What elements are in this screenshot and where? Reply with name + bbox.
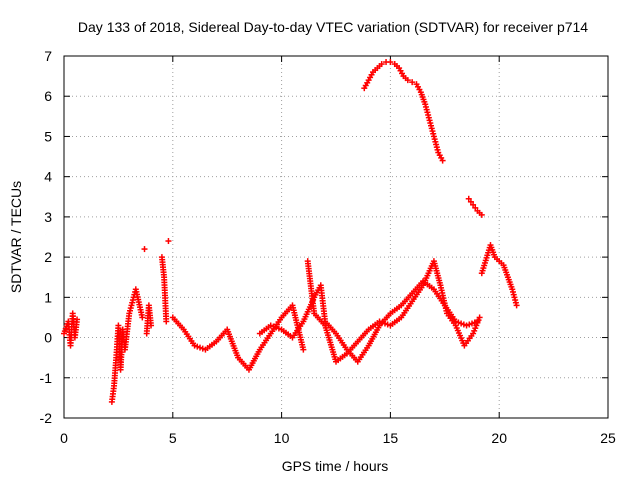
data-point [476, 314, 483, 321]
data-point [165, 238, 172, 245]
data-point [74, 316, 81, 323]
y-tick-label: 3 [44, 209, 52, 225]
data-point [439, 157, 446, 164]
data-point [300, 346, 307, 353]
y-tick-label: 6 [44, 88, 52, 104]
grid [64, 56, 608, 418]
data-point [474, 318, 481, 325]
x-tick-label: 10 [274, 430, 290, 446]
data-point [404, 77, 411, 84]
data-point [478, 211, 485, 218]
y-tick-label: 2 [44, 249, 52, 265]
y-tick-label: 5 [44, 128, 52, 144]
x-tick-label: 5 [169, 430, 177, 446]
y-tick-label: -2 [40, 410, 53, 426]
plot-frame [63, 55, 609, 419]
data-marks [61, 59, 520, 405]
data-point [163, 318, 170, 325]
data-point [148, 322, 155, 329]
y-tick-label: 4 [44, 169, 52, 185]
x-tick-label: 25 [600, 430, 616, 446]
y-axis-label: SDTVAR / TECUs [8, 181, 24, 293]
x-tick-label: 20 [491, 430, 507, 446]
chart-title: Day 133 of 2018, Sidereal Day-to-day VTE… [78, 19, 588, 35]
data-point [378, 61, 385, 68]
x-tick-label: 0 [60, 430, 68, 446]
y-tick-label: 0 [44, 330, 52, 346]
data-point [141, 246, 148, 253]
y-tick-label: 7 [44, 48, 52, 64]
data-point-interp [472, 204, 479, 211]
data-point [409, 79, 416, 86]
x-tick-label: 15 [383, 430, 399, 446]
data-point [139, 314, 146, 321]
data-point [387, 59, 394, 66]
data-point [513, 302, 520, 309]
data-point [465, 195, 472, 202]
data-point-interp [467, 198, 474, 205]
axis-ticks: 0 5 10 15 20 25 -2 -1 0 1 2 3 4 5 6 7 [40, 48, 616, 446]
data-point [470, 201, 477, 208]
x-axis-label: GPS time / hours [282, 458, 389, 474]
y-tick-label: -1 [40, 370, 53, 386]
y-tick-label: 1 [44, 289, 52, 305]
